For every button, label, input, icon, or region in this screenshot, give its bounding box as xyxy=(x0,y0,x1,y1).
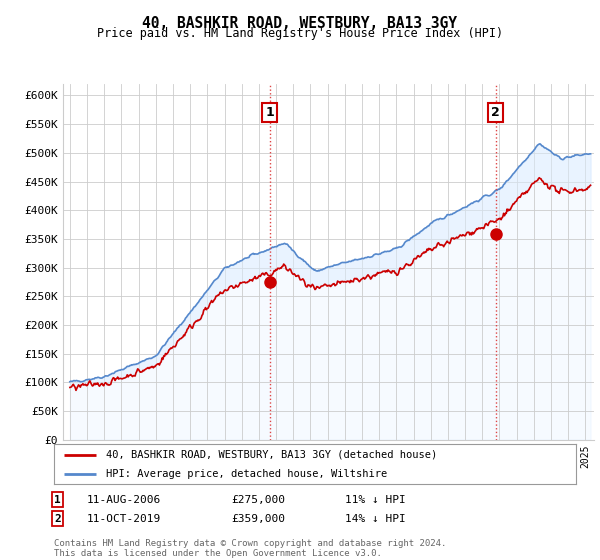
Text: 11-OCT-2019: 11-OCT-2019 xyxy=(87,514,161,524)
Text: 1: 1 xyxy=(265,106,274,119)
Text: 14% ↓ HPI: 14% ↓ HPI xyxy=(345,514,406,524)
Text: 11% ↓ HPI: 11% ↓ HPI xyxy=(345,494,406,505)
Text: 2: 2 xyxy=(54,514,61,524)
Text: HPI: Average price, detached house, Wiltshire: HPI: Average price, detached house, Wilt… xyxy=(106,469,388,478)
Text: 2: 2 xyxy=(491,106,500,119)
Text: £275,000: £275,000 xyxy=(231,494,285,505)
Text: 40, BASHKIR ROAD, WESTBURY, BA13 3GY (detached house): 40, BASHKIR ROAD, WESTBURY, BA13 3GY (de… xyxy=(106,450,437,460)
Text: Price paid vs. HM Land Registry's House Price Index (HPI): Price paid vs. HM Land Registry's House … xyxy=(97,27,503,40)
Text: 11-AUG-2006: 11-AUG-2006 xyxy=(87,494,161,505)
Text: 1: 1 xyxy=(54,494,61,505)
Text: 40, BASHKIR ROAD, WESTBURY, BA13 3GY: 40, BASHKIR ROAD, WESTBURY, BA13 3GY xyxy=(143,16,458,31)
Text: £359,000: £359,000 xyxy=(231,514,285,524)
Text: Contains HM Land Registry data © Crown copyright and database right 2024.
This d: Contains HM Land Registry data © Crown c… xyxy=(54,539,446,558)
